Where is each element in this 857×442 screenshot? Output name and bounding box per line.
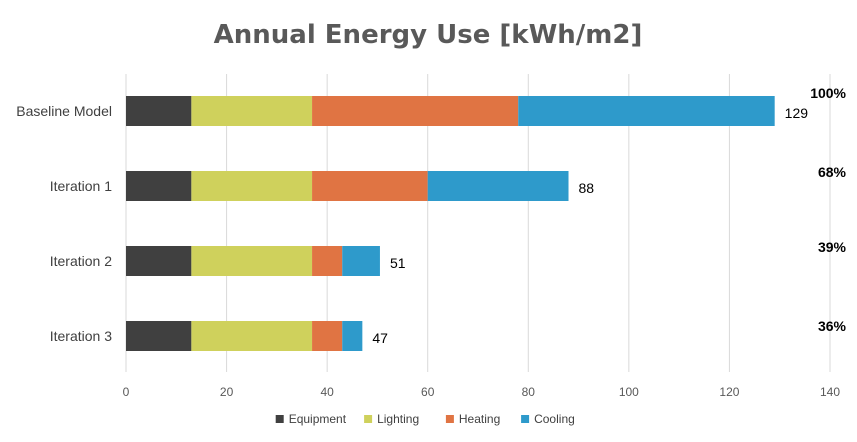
bar-segment-heating: [312, 246, 343, 276]
legend-swatch-heating: [445, 415, 454, 423]
percent-label: 100%: [810, 85, 846, 101]
bar-segment-lighting: [191, 96, 313, 126]
bar-segment-lighting: [191, 321, 313, 351]
category-label: Iteration 3: [50, 328, 112, 344]
bar-segment-cooling: [342, 246, 380, 276]
percent-label: 68%: [818, 164, 847, 180]
legend-swatch-equipment: [275, 415, 284, 423]
bar-segment-lighting: [191, 246, 313, 276]
total-label: 88: [579, 180, 595, 196]
total-label: 129: [785, 105, 809, 121]
bar-segment-equipment: [126, 171, 192, 201]
x-tick-label: 140: [820, 385, 840, 399]
x-tick-label: 120: [719, 385, 739, 399]
bar-segment-cooling: [518, 96, 775, 126]
x-tick-label: 60: [421, 385, 435, 399]
bar-segment-equipment: [126, 96, 192, 126]
bar-segment-heating: [312, 171, 428, 201]
percent-label: 36%: [818, 318, 847, 334]
total-label: 51: [390, 255, 406, 271]
legend: Equipment Lighting Heating Cooling: [275, 412, 575, 426]
x-tick-label: 80: [522, 385, 536, 399]
category-label: Iteration 2: [50, 253, 112, 269]
category-label: Iteration 1: [50, 178, 112, 194]
x-tick-label: 100: [619, 385, 639, 399]
percent-label: 39%: [818, 239, 847, 255]
bar-segment-lighting: [191, 171, 313, 201]
bar-segment-equipment: [126, 246, 192, 276]
category-label: Baseline Model: [16, 103, 112, 119]
chart-title: Annual Energy Use [kWh/m2]: [214, 20, 643, 50]
bars: [126, 96, 775, 351]
legend-label-heating: Heating: [459, 412, 500, 426]
x-tick-label: 0: [123, 385, 130, 399]
bar-segment-heating: [312, 321, 343, 351]
x-tick-label: 20: [220, 385, 234, 399]
total-label: 47: [372, 330, 388, 346]
bar-segment-heating: [312, 96, 519, 126]
x-tick-label: 40: [320, 385, 334, 399]
legend-swatch-cooling: [521, 415, 530, 423]
legend-label-lighting: Lighting: [377, 412, 419, 426]
legend-swatch-lighting: [364, 415, 373, 423]
legend-label-cooling: Cooling: [534, 412, 575, 426]
bar-segment-cooling: [427, 171, 569, 201]
bar-segment-equipment: [126, 321, 192, 351]
legend-label-equipment: Equipment: [289, 412, 347, 426]
bar-segment-cooling: [342, 321, 363, 351]
